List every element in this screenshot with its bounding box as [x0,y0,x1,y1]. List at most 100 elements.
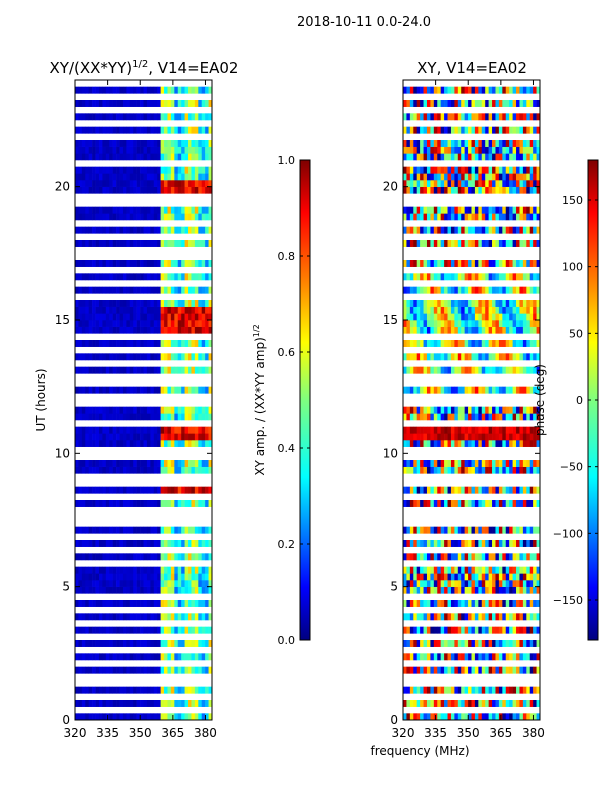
amp-cell [157,553,161,561]
phase-cell [533,353,537,361]
amp-cell [112,86,117,94]
amp-cell [126,640,131,647]
phase-cell [478,273,483,281]
phase-cell [519,460,524,467]
amp-cell [208,366,212,374]
phase-cell [512,326,517,334]
amp-cell [177,460,182,467]
phase-cell [485,300,489,307]
amp-cell [201,686,206,694]
phase-cell [403,186,407,194]
amp-cell [201,540,206,547]
amp-cell [81,613,86,621]
amp-cell [140,273,144,281]
phase-cell [488,713,493,720]
amp-cell [170,113,175,121]
phase-cell [433,173,438,181]
amp-cell [201,466,206,474]
phase-cell [519,586,524,594]
phase-cell [485,426,489,434]
amp-cell [174,573,179,581]
phase-cell [516,306,520,314]
phase-cell [450,426,455,434]
amp-cell [116,433,120,441]
phase-cell [512,406,517,414]
amp-cell [143,146,148,154]
amp-cell [140,353,144,361]
phase-cell [512,340,517,347]
phase-cell [468,340,472,347]
amp-cell [81,440,86,447]
phase-cell [533,260,537,267]
phase-cell [488,113,493,121]
phase-cell [457,113,462,121]
phase-cell [492,240,496,247]
amp-cell [170,586,175,594]
amp-cell [146,433,151,441]
phase-cell [437,366,441,374]
amp-cell [109,580,113,587]
phase-cell [433,273,438,281]
amp-cell [88,573,93,581]
amp-cell [160,613,165,621]
amp-cell [92,173,96,181]
phase-cell [447,213,452,221]
amp-cell [81,240,86,247]
phase-cell [516,486,520,494]
phase-cell [492,180,496,187]
amp-cell [170,526,175,534]
amp-cell [98,186,103,194]
phase-cell [492,213,496,221]
phase-cell [485,433,489,441]
amp-cell [85,553,89,561]
amp-cell [98,353,103,361]
phase-cell [450,526,455,534]
amp-cell [98,180,103,187]
phase-cell [450,700,455,707]
phase-cell [488,146,493,154]
phase-cell [498,540,503,547]
amp-cell [184,173,189,181]
amp-cell [194,180,199,187]
phase-cell [450,586,455,594]
amp-cell [126,426,131,434]
phase-cell [481,326,486,334]
amp-cell [109,300,113,307]
amp-cell [153,666,158,674]
amp-cell [164,640,168,647]
phase-cell [430,486,435,494]
amp-cell [112,113,117,121]
phase-cell [461,113,465,121]
amp-cell [143,573,148,581]
amp-cell [160,626,165,634]
phase-cell [403,586,407,594]
phase-cell [519,180,524,187]
phase-cell [454,566,459,574]
phase-cell [533,666,537,674]
phase-cell [444,313,448,321]
amp-cell [133,326,137,334]
amp-cell [95,100,100,107]
phase-cell [461,553,465,561]
amp-cell [85,666,89,674]
phase-cell [433,146,438,154]
amp-cell [126,226,131,234]
amp-cell [153,213,158,221]
amp-cell [194,553,199,561]
phase-cell [502,526,507,534]
phase-cell [423,153,428,161]
phase-cell [468,486,472,494]
amp-cell [205,173,209,181]
amp-cell [184,326,189,334]
amp-cell [181,306,185,314]
amp-cell [160,180,165,187]
phase-cell [485,686,489,694]
amp-cell [188,553,192,561]
phase-cell [492,613,496,621]
amp-cell [122,500,127,507]
phase-cell [498,213,503,221]
amp-cell [194,213,199,221]
phase-cell [433,406,438,414]
amp-cell [92,626,96,634]
amp-cell [184,166,189,174]
